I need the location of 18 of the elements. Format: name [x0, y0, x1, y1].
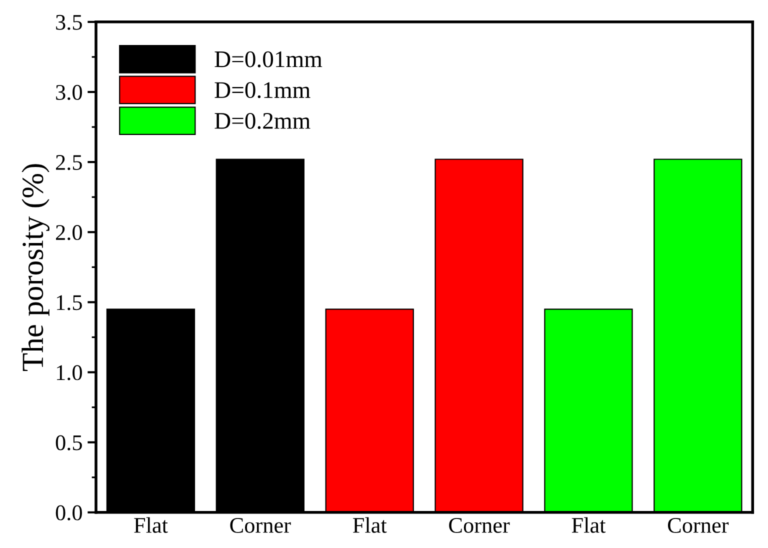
x-tick-label: Flat	[572, 517, 606, 533]
legend-label: D=0.01mm	[214, 51, 322, 68]
y-tick-label: 3.0	[56, 84, 82, 100]
x-tick-label: Corner	[668, 518, 729, 533]
y-axis-title: The porosity (%)	[22, 164, 50, 371]
y-tick-label: 0.0	[56, 505, 82, 520]
y-tick-label: 1.0	[56, 365, 82, 380]
y-tick-label: 1.5	[56, 295, 82, 310]
y-tick-label: 2.0	[56, 225, 82, 240]
legend-label: D=0.1mm	[214, 82, 310, 98]
x-tick-label: Corner	[230, 518, 291, 533]
x-tick-label: Flat	[134, 517, 168, 533]
y-tick-label: 2.5	[56, 155, 82, 170]
y-tick-label: 3.5	[56, 14, 82, 30]
legend-label: D=0.2mm	[214, 112, 310, 129]
y-tick-label: 0.5	[56, 435, 82, 450]
x-tick-label: Flat	[352, 517, 387, 533]
x-tick-label: Corner	[449, 518, 510, 533]
